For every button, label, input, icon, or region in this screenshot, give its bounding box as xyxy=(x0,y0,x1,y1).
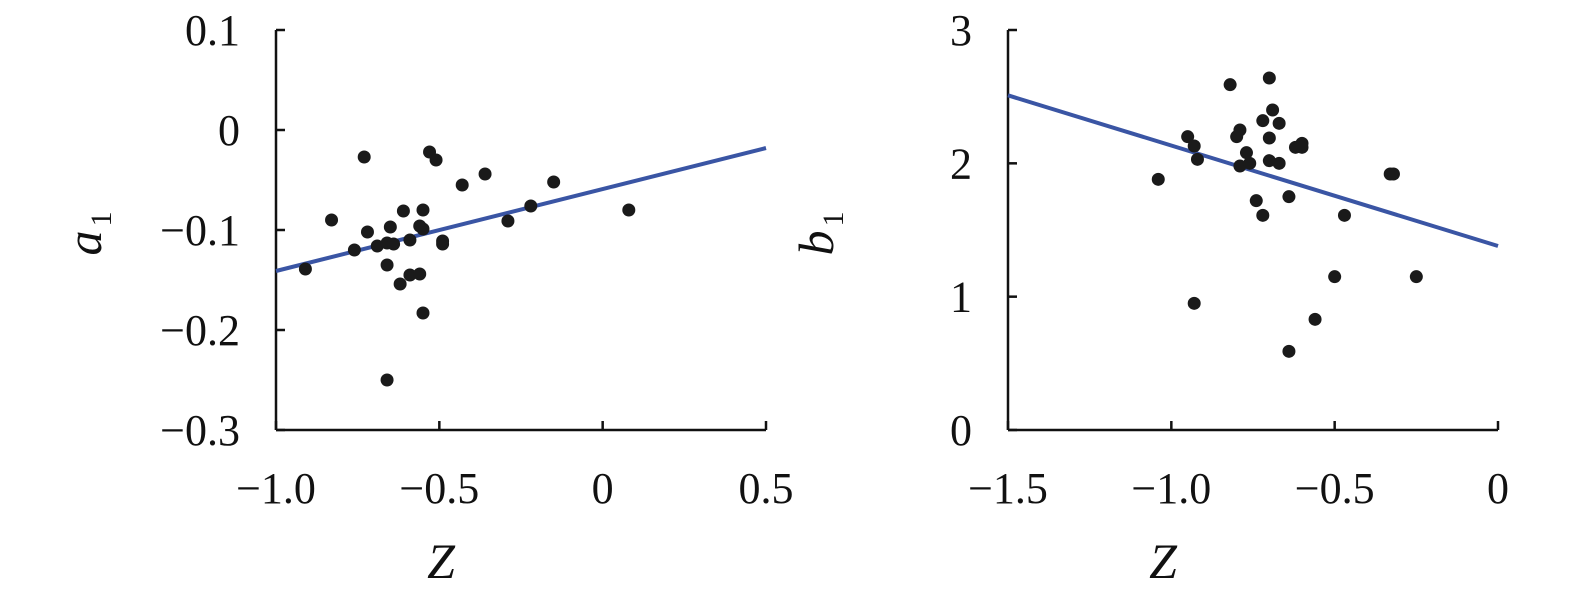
data-point xyxy=(1337,208,1351,222)
data-point xyxy=(416,222,430,236)
y-tick-label: 2 xyxy=(950,139,972,188)
data-point xyxy=(436,237,450,251)
y-axis-label-subscript: 1 xyxy=(817,212,850,227)
data-point xyxy=(1187,296,1201,310)
x-tick-label: −0.5 xyxy=(399,464,479,513)
data-point xyxy=(347,243,361,257)
data-point xyxy=(1262,131,1276,145)
y-tick-label: 0 xyxy=(950,406,972,455)
data-point xyxy=(413,267,427,281)
data-point xyxy=(1282,190,1296,204)
data-point xyxy=(455,178,469,192)
x-axis-label: Z xyxy=(427,533,456,589)
y-axis-label: a xyxy=(56,231,112,256)
data-point xyxy=(1295,140,1309,154)
x-tick-label: −1.0 xyxy=(236,464,316,513)
data-point xyxy=(1266,103,1280,117)
data-point xyxy=(1249,194,1263,208)
data-point xyxy=(1386,167,1400,181)
data-point xyxy=(416,306,430,320)
data-point xyxy=(1190,152,1204,166)
data-point xyxy=(1262,71,1276,85)
data-point xyxy=(1409,270,1423,284)
data-point xyxy=(478,167,492,181)
data-point xyxy=(298,262,312,276)
data-point xyxy=(1233,159,1247,173)
y-tick-label: −0.1 xyxy=(160,206,240,255)
x-tick-label: 0 xyxy=(1487,464,1509,513)
data-point xyxy=(325,213,339,227)
data-point xyxy=(1272,116,1286,130)
data-point xyxy=(1243,156,1257,170)
data-point xyxy=(429,153,443,167)
data-point xyxy=(380,373,394,387)
data-point xyxy=(1239,146,1253,160)
x-tick-label: 0 xyxy=(592,464,614,513)
data-point xyxy=(1187,139,1201,153)
data-point xyxy=(1272,156,1286,170)
data-point xyxy=(1328,270,1342,284)
data-point xyxy=(1308,312,1322,326)
data-point xyxy=(1256,114,1270,128)
data-point xyxy=(387,237,401,251)
data-point xyxy=(1181,130,1195,144)
data-point xyxy=(357,150,371,164)
data-point xyxy=(1256,208,1270,222)
data-point xyxy=(1233,123,1247,137)
data-point xyxy=(622,203,636,217)
data-point xyxy=(1223,78,1237,92)
x-axis-label: Z xyxy=(1149,533,1178,589)
y-axis-label: b xyxy=(788,231,844,256)
data-point xyxy=(403,268,417,282)
y-tick-label: 3 xyxy=(950,6,972,55)
x-tick-label: −0.5 xyxy=(1295,464,1375,513)
y-tick-label: 0.1 xyxy=(185,6,240,55)
data-point xyxy=(380,258,394,272)
data-point xyxy=(1282,344,1296,358)
data-point xyxy=(370,239,384,253)
y-tick-label: 1 xyxy=(950,273,972,322)
data-point xyxy=(416,203,430,217)
data-point xyxy=(383,220,397,234)
y-tick-label: −0.2 xyxy=(160,306,240,355)
y-axis-label-group: a1 xyxy=(56,212,118,256)
y-tick-label: −0.3 xyxy=(160,406,240,455)
regression-line xyxy=(1007,93,1499,248)
y-axis-label-group: b1 xyxy=(788,212,850,256)
x-tick-label: −1.5 xyxy=(968,464,1048,513)
data-point xyxy=(396,204,410,218)
data-point xyxy=(524,199,538,213)
y-axis-label-subscript: 1 xyxy=(85,212,118,227)
x-tick-label: −1.0 xyxy=(1131,464,1211,513)
data-point xyxy=(360,225,374,239)
data-point xyxy=(547,175,561,189)
data-point xyxy=(403,233,417,247)
data-point xyxy=(393,277,407,291)
x-tick-label: 0.5 xyxy=(739,464,794,513)
y-tick-label: 0 xyxy=(218,106,240,155)
data-point xyxy=(1151,172,1165,186)
data-point xyxy=(501,214,515,228)
data-point xyxy=(1262,154,1276,168)
